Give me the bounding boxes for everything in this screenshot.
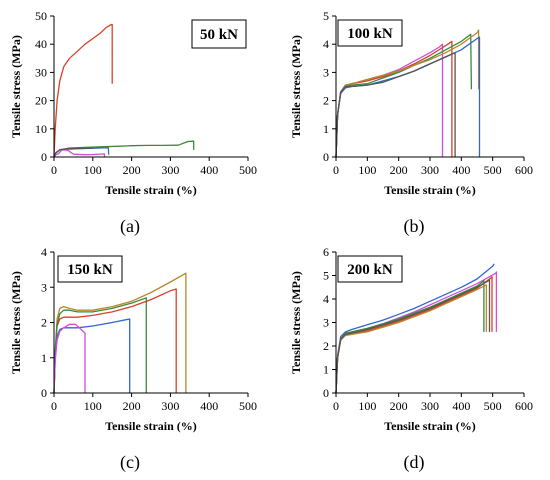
chart-panel-d: 0 100 200 300 400 500 600 0 1 2 3 4 5 6 Tensile strain… — [280, 240, 550, 475]
y-tick-label: 0 — [41, 386, 47, 400]
x-tick-label: 300 — [421, 163, 439, 177]
y-tick-label: 1 — [323, 363, 329, 377]
chart-c: 0 100 200 300 400 500 0 1 2 3 4 Tensile strain (%) T… — [9, 245, 257, 473]
y-axis-label: Tensile stress (MPa) — [289, 35, 303, 138]
chart-b: 0 100 200 300 400 500 600 0 1 2 3 4 5 Tensile strain … — [289, 9, 533, 237]
series-line-6 — [335, 52, 456, 158]
y-axis-label: Tensile stress (MPa) — [9, 35, 23, 138]
x-tick-label: 500 — [239, 399, 257, 413]
y-tick-label: 20 — [35, 94, 47, 108]
x-axis-label: Tensile strain (%) — [105, 419, 197, 433]
x-tick-label: 100 — [84, 163, 102, 177]
series-line-3 — [335, 33, 473, 158]
y-tick-label: 30 — [35, 65, 47, 79]
x-axis-label: Tensile strain (%) — [105, 183, 197, 197]
series-line-2 — [53, 288, 177, 394]
chart-d: 0 100 200 300 400 500 600 0 1 2 3 4 5 6 Tensile strain… — [289, 245, 533, 473]
series-line-4 — [335, 276, 493, 394]
x-tick-label: 400 — [452, 399, 470, 413]
x-tick-label: 100 — [358, 163, 376, 177]
series-line-3 — [53, 297, 147, 394]
load-tag-label: 100 kN — [347, 26, 393, 42]
y-tick-label: 5 — [323, 9, 329, 23]
x-tick-label: 100 — [84, 399, 102, 413]
panel-caption: (a) — [120, 216, 140, 237]
y-tick-label: 50 — [35, 9, 47, 23]
y-tick-label: 1 — [41, 351, 47, 365]
y-tick-label: 4 — [323, 292, 329, 306]
x-tick-label: 300 — [161, 399, 179, 413]
load-tag-label: 150 kN — [67, 262, 113, 278]
x-tick-label: 500 — [239, 163, 257, 177]
series-line-5 — [335, 36, 481, 158]
x-tick-label: 200 — [390, 163, 408, 177]
x-tick-label: 200 — [123, 163, 141, 177]
series-line-4 — [53, 149, 106, 158]
series-line-2 — [335, 40, 453, 158]
x-tick-label: 600 — [515, 399, 533, 413]
y-axis-label: Tensile stress (MPa) — [289, 271, 303, 374]
chart-panel-b: 0 100 200 300 400 500 600 0 1 2 3 4 5 Tensile strain … — [280, 0, 550, 240]
chart-panel-a: 0 100 200 300 400 500 0 10 20 30 40 50 Tensile strai… — [0, 0, 275, 240]
panel-caption: (b) — [404, 216, 425, 237]
load-tag-box — [337, 19, 403, 47]
series-line-6 — [335, 279, 491, 394]
y-axis-label: Tensile stress (MPa) — [9, 271, 23, 374]
x-tick-label: 0 — [51, 399, 57, 413]
series-line-1 — [53, 272, 187, 394]
x-tick-label: 0 — [333, 163, 339, 177]
y-tick-label: 4 — [323, 37, 329, 51]
x-tick-label: 0 — [333, 399, 339, 413]
x-tick-label: 100 — [358, 399, 376, 413]
y-tick-label: 2 — [323, 94, 329, 108]
load-tag-box — [57, 255, 123, 283]
x-tick-label: 400 — [452, 163, 470, 177]
y-tick-label: 0 — [323, 150, 329, 164]
y-tick-label: 2 — [41, 316, 47, 330]
series-line-4 — [53, 318, 131, 394]
series-line-5 — [53, 147, 93, 158]
x-tick-label: 300 — [161, 163, 179, 177]
panel-caption: (c) — [120, 452, 140, 473]
series-line-1 — [335, 263, 495, 394]
chart-a: 0 100 200 300 400 500 0 10 20 30 40 50 Tensile strai… — [9, 9, 257, 237]
x-tick-label: 400 — [200, 163, 218, 177]
y-tick-label: 10 — [35, 122, 47, 136]
x-tick-label: 200 — [123, 399, 141, 413]
x-axis-label: Tensile strain (%) — [384, 419, 476, 433]
x-tick-label: 400 — [200, 399, 218, 413]
y-tick-label: 5 — [323, 269, 329, 283]
series-line-5 — [53, 323, 86, 394]
series-line-1 — [53, 23, 113, 158]
y-tick-label: 3 — [323, 316, 329, 330]
load-tag-box — [337, 255, 403, 283]
x-tick-label: 500 — [484, 163, 502, 177]
x-tick-label: 200 — [390, 399, 408, 413]
x-axis-label: Tensile strain (%) — [384, 183, 476, 197]
y-tick-label: 3 — [323, 65, 329, 79]
y-tick-label: 6 — [323, 245, 329, 259]
x-tick-label: 300 — [421, 399, 439, 413]
y-tick-label: 2 — [323, 339, 329, 353]
y-tick-label: 0 — [323, 386, 329, 400]
y-tick-label: 1 — [323, 122, 329, 136]
y-tick-label: 3 — [41, 280, 47, 294]
chart-panel-c: 0 100 200 300 400 500 0 1 2 3 4 Tensile strain (%) T… — [0, 240, 275, 475]
series-line-5 — [335, 284, 488, 394]
panel-caption: (d) — [404, 452, 425, 473]
x-tick-label: 0 — [51, 163, 57, 177]
x-tick-label: 500 — [484, 399, 502, 413]
load-tag-box — [191, 19, 247, 49]
load-tag-label: 50 kN — [200, 27, 238, 43]
y-tick-label: 0 — [41, 150, 47, 164]
load-tag-label: 200 kN — [347, 262, 393, 278]
series-line-4 — [335, 29, 480, 158]
x-tick-label: 600 — [515, 163, 533, 177]
y-tick-label: 40 — [35, 37, 47, 51]
y-tick-label: 4 — [41, 245, 47, 259]
